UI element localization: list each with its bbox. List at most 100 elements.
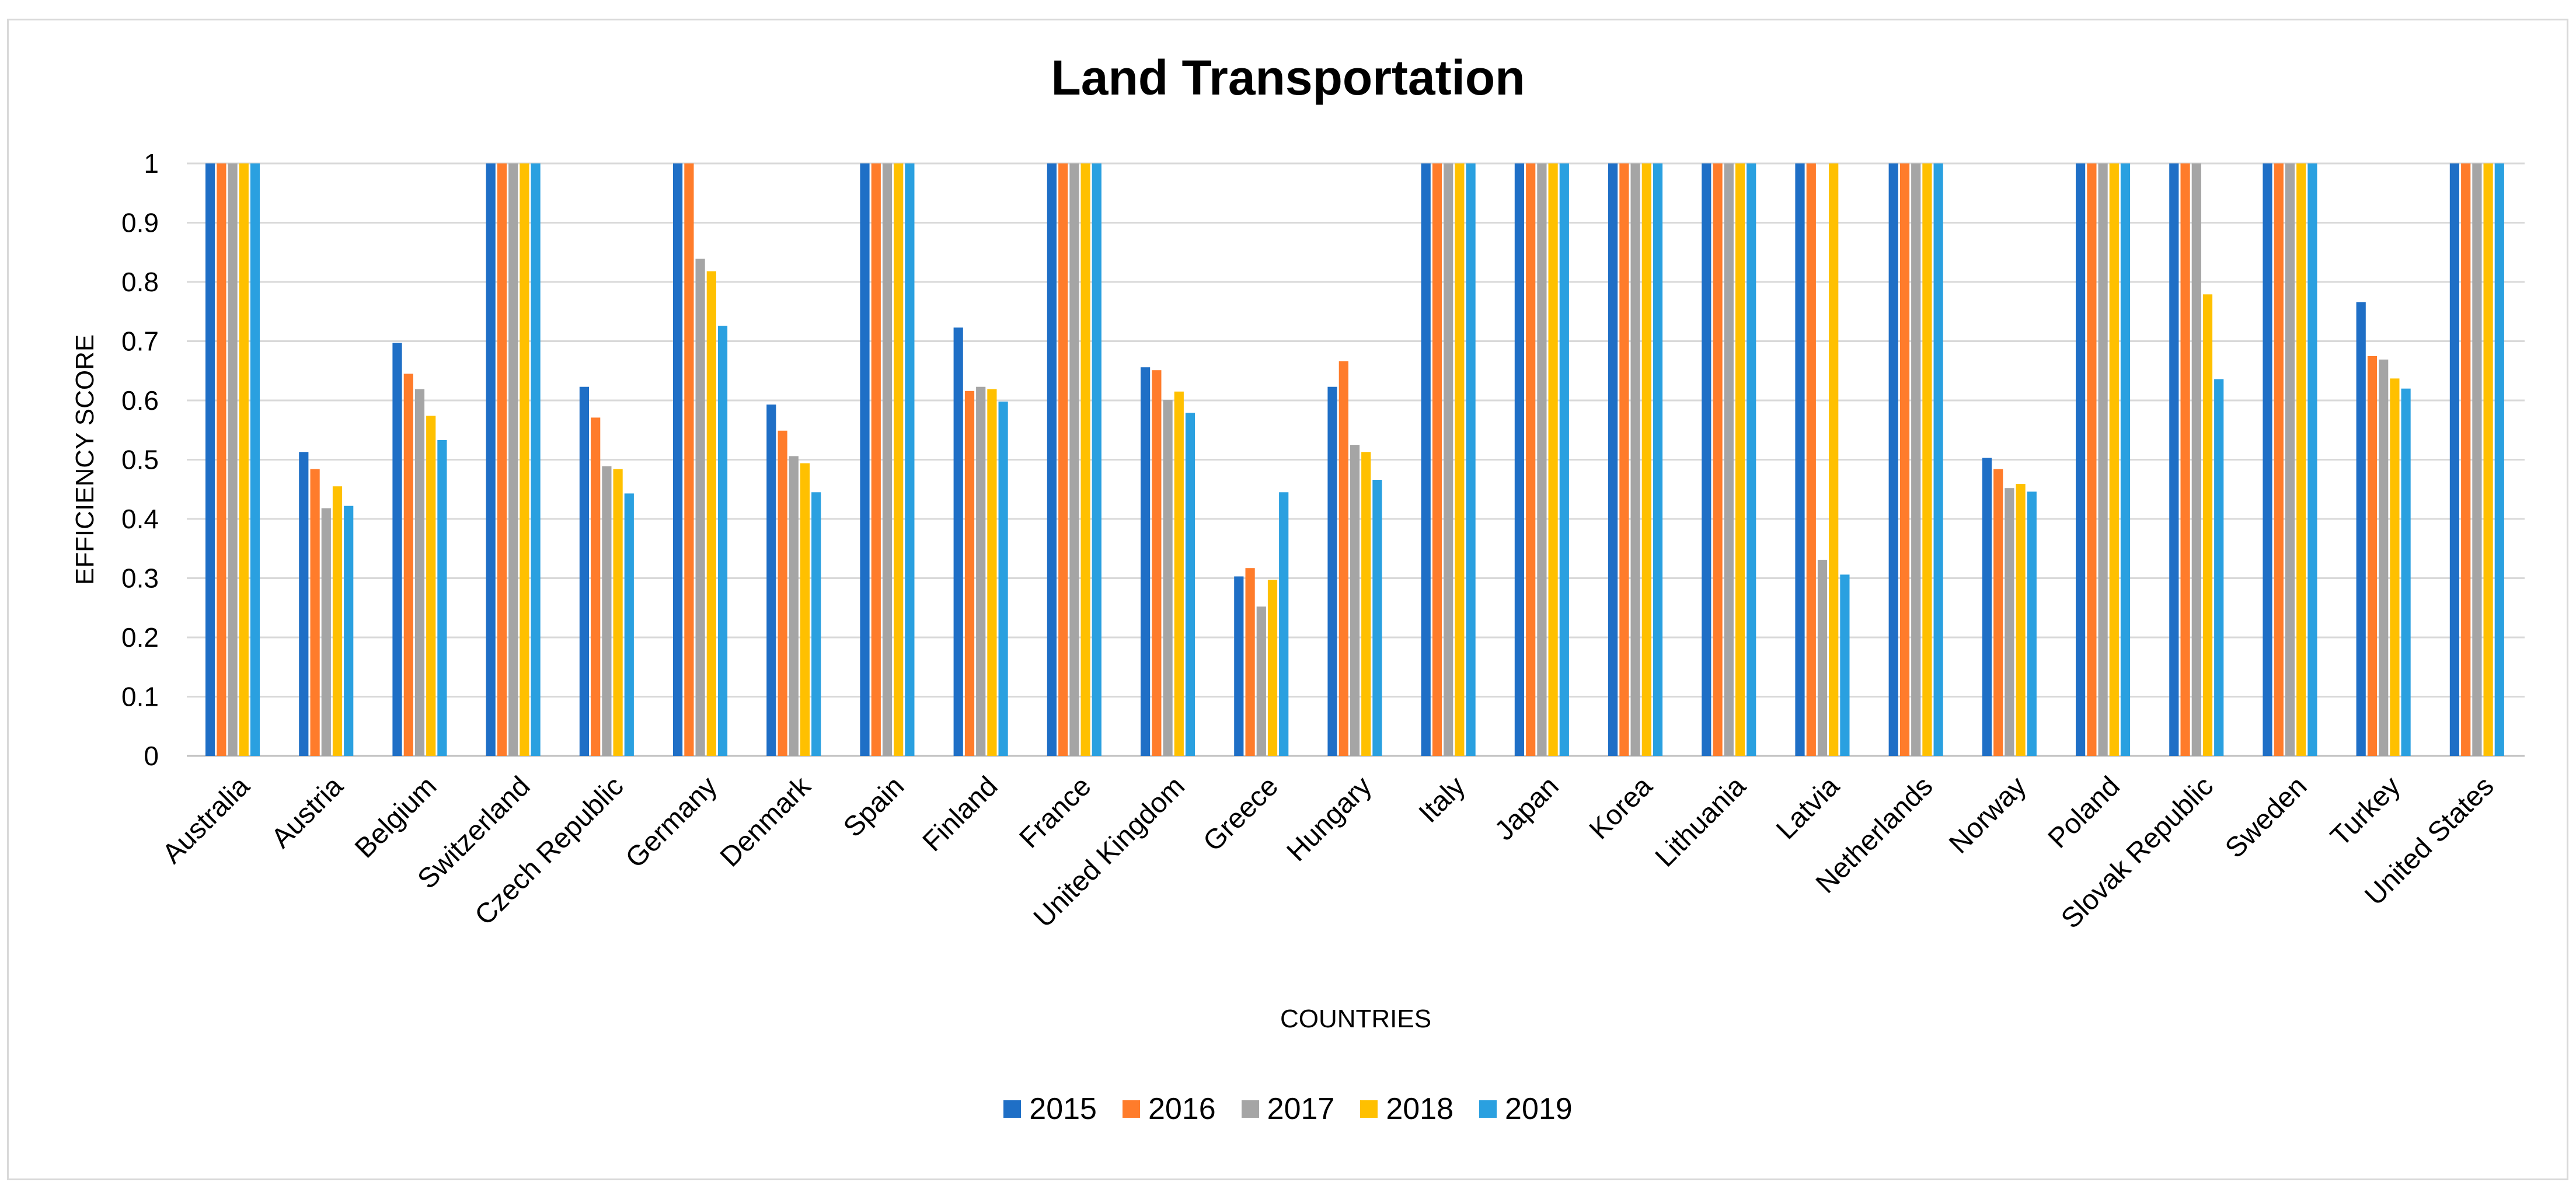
legend-label: 2015 [1029, 1092, 1097, 1126]
bar-2016-france [1058, 163, 1068, 756]
bar-2017-united-kingdom [1163, 400, 1173, 756]
x-axis-ticks: Australia Austria BelgiumSwitzerlandCzech … [156, 770, 2500, 935]
bar-2015-slovak-republic [2169, 163, 2179, 756]
bar-2015-spain [860, 163, 870, 756]
bar-2017-czech-republic [602, 466, 612, 756]
bar-2019-austria [344, 505, 354, 756]
bar-2017-finland [976, 386, 986, 756]
y-axis-title: EFFICIENCY SCORE [71, 334, 99, 585]
bar-2016-spain [871, 163, 881, 756]
y-tick-label: 0.9 [121, 208, 159, 238]
bar-2017-switzerland [508, 163, 518, 756]
bar-2019-germany [717, 326, 728, 756]
bar-2017-korea [1630, 163, 1640, 756]
bar-2016-finland [964, 390, 975, 756]
bar-2019-netherlands [1933, 163, 1943, 756]
bar-2018-finland [987, 389, 997, 756]
bar-2016-greece [1245, 568, 1255, 756]
bar-2018-lithuania [1735, 163, 1745, 756]
bar-2015-latvia [1795, 163, 1805, 756]
bar-2016-italy [1432, 163, 1442, 756]
bar-2017-netherlands [1911, 163, 1921, 756]
bar-2016-hungary [1338, 361, 1348, 756]
bar-2015-turkey [2356, 302, 2366, 756]
x-tick-label: Finland [917, 770, 1004, 857]
x-tick-label: Hungary [1281, 770, 1378, 867]
bar-2019-greece [1279, 492, 1289, 756]
x-tick-label: Belgium [349, 770, 442, 864]
bar-2016-poland [2087, 163, 2097, 756]
bar-2019-denmark [811, 492, 821, 756]
bar-2018-hungary [1361, 452, 1371, 756]
legend-label: 2018 [1386, 1092, 1454, 1126]
bar-2019-united-states [2494, 163, 2504, 756]
bar-2015-denmark [766, 405, 776, 756]
bar-2018-denmark [800, 463, 810, 756]
bar-2016-netherlands [1899, 163, 1910, 756]
legend-item-2015: 2015 [1003, 1092, 1097, 1127]
x-tick-label: Australia [156, 770, 256, 870]
bar-2019-switzerland [531, 163, 541, 756]
legend-swatch [1003, 1100, 1022, 1118]
x-tick-label: Denmark [714, 770, 817, 873]
bar-2017-slovak-republic [2191, 163, 2201, 756]
legend-swatch [1122, 1100, 1140, 1118]
bar-2015-france [1047, 163, 1057, 756]
legend-swatch [1360, 1100, 1378, 1118]
bar-2018-turkey [2390, 378, 2400, 756]
bar-2018-italy [1455, 163, 1465, 756]
bar-2016-norway [1993, 469, 2003, 756]
bar-2015-lithuania [1702, 163, 1711, 756]
x-tick-label: Italy [1413, 770, 1472, 829]
bar-2018-sweden [2296, 163, 2306, 756]
y-tick-label: 0.4 [121, 504, 159, 534]
bar-2015-hungary [1327, 386, 1337, 756]
bar-2015-korea [1608, 163, 1618, 756]
bar-2016-latvia [1806, 163, 1816, 756]
x-tick-label: Turkey [2325, 770, 2407, 852]
bar-2016-austria [310, 469, 320, 756]
bar-2018-greece [1267, 580, 1278, 756]
bar-2017-hungary [1350, 445, 1360, 756]
bar-2019-japan [1559, 163, 1569, 756]
y-tick-label: 0.7 [121, 326, 159, 357]
y-axis-ticks: 0 0.1 0.2 0.3 0.4 0.5 0.6 0.7 0.8 0.9 1 [121, 148, 159, 771]
bar-2016-germany [684, 163, 694, 756]
bar-2016-czech-republic [591, 417, 601, 756]
bar-2017-austria [321, 508, 331, 756]
legend-swatch [1241, 1100, 1259, 1118]
bar-2019-sweden [2307, 163, 2317, 756]
bar-2017-poland [2098, 163, 2108, 756]
bar-2018-korea [1641, 163, 1651, 756]
bar-2018-japan [1548, 163, 1558, 756]
bar-2015-czech-republic [579, 386, 589, 756]
y-tick-label: 0.3 [121, 563, 159, 594]
bar-2017-japan [1537, 163, 1547, 756]
bar-2018-slovak-republic [2202, 294, 2213, 756]
bar-2018-poland [2109, 163, 2119, 756]
bar-2018-germany [706, 271, 716, 756]
bar-2019-lithuania [1747, 163, 1756, 756]
y-tick-label: 0.6 [121, 385, 159, 416]
bar-2018-united-kingdom [1174, 391, 1184, 756]
bar-2019-united-kingdom [1185, 413, 1195, 756]
y-tick-label: 1 [144, 148, 159, 179]
legend-label: 2019 [1505, 1092, 1573, 1126]
bar-2018-netherlands [1922, 163, 1932, 756]
x-tick-label: Austria [266, 770, 349, 854]
x-tick-label: Spain [838, 770, 910, 843]
bar-2016-australia [217, 163, 226, 756]
bar-2019-france [1092, 163, 1101, 756]
bar-2017-germany [695, 259, 705, 756]
bar-2017-denmark [789, 456, 799, 756]
bar-2015-austria [299, 452, 309, 756]
bar-2017-greece [1256, 606, 1266, 756]
bar-2016-slovak-republic [2180, 163, 2190, 756]
bar-2017-australia [228, 163, 238, 756]
bar-2015-netherlands [1888, 163, 1898, 756]
legend-label: 2016 [1148, 1092, 1216, 1126]
bar-2016-sweden [2274, 163, 2284, 756]
bar-2015-italy [1421, 163, 1431, 756]
bar-2017-turkey [2379, 360, 2389, 756]
legend-item-2016: 2016 [1122, 1092, 1216, 1127]
